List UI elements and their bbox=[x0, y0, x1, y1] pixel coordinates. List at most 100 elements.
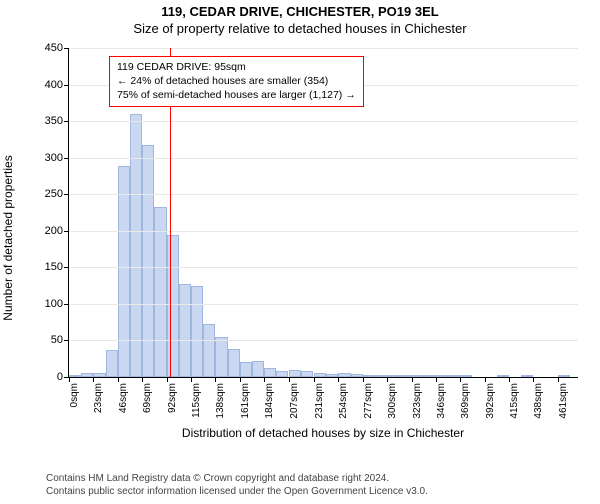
histogram-bar bbox=[460, 375, 472, 377]
xtick-mark bbox=[558, 377, 559, 382]
xtick-mark bbox=[118, 377, 119, 382]
attribution-block: Contains HM Land Registry data © Crown c… bbox=[46, 472, 428, 498]
xtick-mark bbox=[509, 377, 510, 382]
xtick-label: 323sqm bbox=[412, 383, 423, 419]
histogram-bar bbox=[375, 375, 387, 377]
histogram-bar bbox=[264, 368, 276, 377]
ytick-mark bbox=[64, 231, 69, 232]
plot-area: 0501001502002503003504004500sqm23sqm46sq… bbox=[68, 48, 578, 378]
histogram-bar bbox=[106, 350, 118, 377]
xtick-label: 346sqm bbox=[436, 383, 447, 419]
ytick-label: 350 bbox=[45, 115, 63, 127]
gridline-h bbox=[69, 121, 578, 122]
ytick-mark bbox=[64, 267, 69, 268]
histogram-bar bbox=[338, 373, 350, 377]
attribution-line1: Contains HM Land Registry data © Crown c… bbox=[46, 472, 428, 485]
ytick-mark bbox=[64, 85, 69, 86]
xtick-mark bbox=[264, 377, 265, 382]
annotation-box: 119 CEDAR DRIVE: 95sqm← 24% of detached … bbox=[109, 56, 364, 107]
ytick-mark bbox=[64, 158, 69, 159]
xtick-label: 46sqm bbox=[118, 383, 129, 413]
xtick-mark bbox=[436, 377, 437, 382]
histogram-bar bbox=[240, 362, 252, 377]
xtick-mark bbox=[387, 377, 388, 382]
xtick-label: 415sqm bbox=[509, 383, 520, 419]
annotation-line2: ← 24% of detached houses are smaller (35… bbox=[117, 74, 356, 88]
gridline-h bbox=[69, 48, 578, 49]
ytick-label: 300 bbox=[45, 152, 63, 164]
attribution-line2: Contains public sector information licen… bbox=[46, 485, 428, 498]
xtick-label: 69sqm bbox=[142, 383, 153, 413]
ytick-label: 100 bbox=[45, 298, 63, 310]
histogram-bar bbox=[424, 375, 436, 377]
ytick-label: 250 bbox=[45, 188, 63, 200]
xtick-label: 277sqm bbox=[363, 383, 374, 419]
histogram-bar bbox=[154, 207, 166, 377]
ytick-mark bbox=[64, 304, 69, 305]
histogram-bar bbox=[351, 374, 363, 377]
xtick-mark bbox=[314, 377, 315, 382]
ytick-label: 200 bbox=[45, 225, 63, 237]
xtick-mark bbox=[215, 377, 216, 382]
histogram-bar bbox=[276, 371, 288, 377]
histogram-bar bbox=[399, 375, 411, 377]
histogram-bar bbox=[314, 373, 326, 377]
histogram-bar bbox=[326, 374, 338, 377]
histogram-bar bbox=[228, 349, 240, 377]
histogram-bar bbox=[69, 375, 81, 377]
gridline-h bbox=[69, 158, 578, 159]
ytick-mark bbox=[64, 121, 69, 122]
ytick-label: 0 bbox=[57, 371, 63, 383]
xtick-label: 92sqm bbox=[167, 383, 178, 413]
gridline-h bbox=[69, 304, 578, 305]
xtick-label: 23sqm bbox=[93, 383, 104, 413]
annotation-line1: 119 CEDAR DRIVE: 95sqm bbox=[117, 60, 356, 74]
xtick-label: 369sqm bbox=[460, 383, 471, 419]
xtick-label: 161sqm bbox=[240, 383, 251, 419]
xtick-label: 184sqm bbox=[264, 383, 275, 419]
gridline-h bbox=[69, 267, 578, 268]
histogram-bar bbox=[497, 375, 509, 377]
xtick-mark bbox=[412, 377, 413, 382]
histogram-bar bbox=[301, 371, 313, 377]
x-axis-label: Distribution of detached houses by size … bbox=[68, 426, 578, 440]
xtick-mark bbox=[69, 377, 70, 382]
histogram-bar bbox=[558, 375, 570, 377]
histogram-bar bbox=[289, 370, 301, 377]
histogram-bar bbox=[81, 373, 93, 377]
xtick-mark bbox=[240, 377, 241, 382]
histogram-bar bbox=[130, 114, 142, 377]
xtick-mark bbox=[191, 377, 192, 382]
xtick-label: 254sqm bbox=[338, 383, 349, 419]
gridline-h bbox=[69, 340, 578, 341]
histogram-bar bbox=[203, 324, 215, 377]
ytick-mark bbox=[64, 194, 69, 195]
histogram-bar bbox=[142, 145, 154, 377]
histogram-bar bbox=[167, 235, 179, 377]
xtick-label: 207sqm bbox=[289, 383, 300, 419]
histogram-bar bbox=[521, 375, 533, 377]
xtick-mark bbox=[167, 377, 168, 382]
xtick-label: 115sqm bbox=[191, 383, 202, 418]
xtick-label: 138sqm bbox=[215, 383, 226, 419]
ytick-mark bbox=[64, 48, 69, 49]
xtick-mark bbox=[142, 377, 143, 382]
histogram-bar bbox=[118, 166, 130, 377]
xtick-label: 438sqm bbox=[533, 383, 544, 419]
xtick-label: 231sqm bbox=[314, 383, 325, 419]
gridline-h bbox=[69, 231, 578, 232]
histogram-bar bbox=[448, 375, 460, 377]
histogram-bar bbox=[412, 375, 424, 377]
histogram-bar bbox=[387, 375, 399, 377]
ytick-label: 150 bbox=[45, 261, 63, 273]
xtick-mark bbox=[93, 377, 94, 382]
xtick-label: 461sqm bbox=[558, 383, 569, 419]
histogram-bar bbox=[252, 361, 264, 377]
ytick-label: 50 bbox=[51, 334, 63, 346]
xtick-label: 0sqm bbox=[69, 383, 80, 407]
xtick-mark bbox=[460, 377, 461, 382]
page-subtitle: Size of property relative to detached ho… bbox=[0, 21, 600, 36]
xtick-mark bbox=[533, 377, 534, 382]
histogram-bar bbox=[436, 375, 448, 377]
chart-container: Number of detached properties 0501001502… bbox=[42, 48, 578, 428]
